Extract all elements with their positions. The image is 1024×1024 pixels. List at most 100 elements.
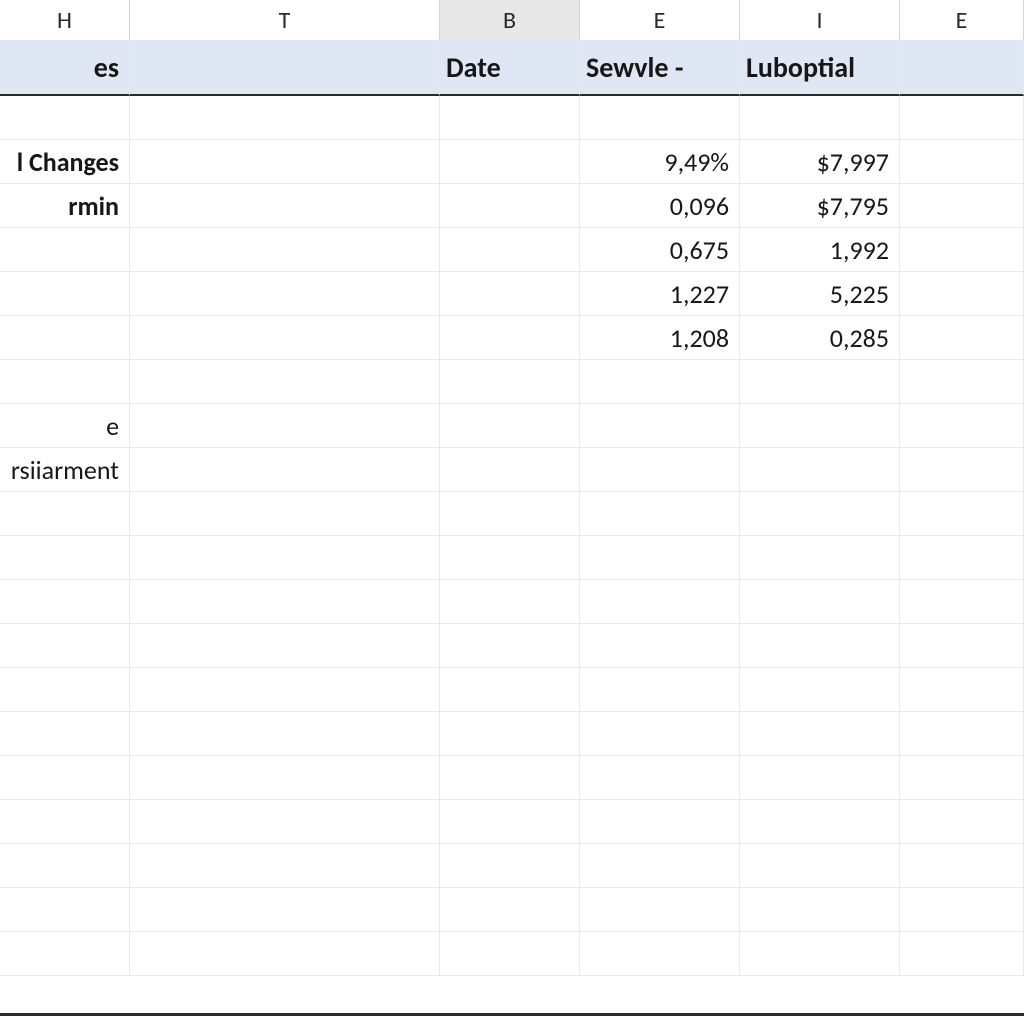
cell[interactable]: 0,096: [580, 184, 740, 228]
cell[interactable]: [0, 712, 130, 756]
cell[interactable]: 0,285: [740, 316, 900, 360]
cell[interactable]: [440, 888, 580, 932]
header-cell-sewvle[interactable]: Sewvle -: [580, 40, 740, 96]
cell[interactable]: [440, 404, 580, 448]
cell[interactable]: [900, 932, 1024, 976]
cell[interactable]: [740, 800, 900, 844]
cell[interactable]: [440, 536, 580, 580]
cell[interactable]: [130, 448, 440, 492]
cell[interactable]: [130, 96, 440, 140]
cell[interactable]: [740, 580, 900, 624]
cell[interactable]: [580, 932, 740, 976]
cell[interactable]: [440, 140, 580, 184]
cell[interactable]: [130, 888, 440, 932]
cell[interactable]: [900, 140, 1024, 184]
cell[interactable]: [580, 580, 740, 624]
cell[interactable]: $7,997: [740, 140, 900, 184]
cell[interactable]: [900, 580, 1024, 624]
cell[interactable]: [580, 492, 740, 536]
cell[interactable]: [580, 888, 740, 932]
cell[interactable]: [580, 756, 740, 800]
cell[interactable]: [580, 800, 740, 844]
cell[interactable]: [900, 360, 1024, 404]
cell[interactable]: [130, 536, 440, 580]
cell[interactable]: [740, 492, 900, 536]
cell[interactable]: [130, 404, 440, 448]
cell[interactable]: [0, 624, 130, 668]
cell[interactable]: $7,795: [740, 184, 900, 228]
cell[interactable]: [740, 712, 900, 756]
cell[interactable]: [440, 448, 580, 492]
cell[interactable]: [440, 580, 580, 624]
cell[interactable]: 5,225: [740, 272, 900, 316]
cell[interactable]: [440, 756, 580, 800]
cell[interactable]: [580, 360, 740, 404]
cell[interactable]: [900, 492, 1024, 536]
cell[interactable]: e: [0, 404, 130, 448]
cell[interactable]: [740, 536, 900, 580]
cell[interactable]: [0, 844, 130, 888]
cell[interactable]: [740, 404, 900, 448]
cell[interactable]: [900, 404, 1024, 448]
cell[interactable]: [580, 404, 740, 448]
cell[interactable]: [900, 448, 1024, 492]
cell[interactable]: [440, 96, 580, 140]
cell[interactable]: [580, 96, 740, 140]
cell[interactable]: [130, 580, 440, 624]
cell[interactable]: [130, 316, 440, 360]
cell[interactable]: [900, 316, 1024, 360]
cell[interactable]: [0, 316, 130, 360]
cell[interactable]: [440, 492, 580, 536]
cell[interactable]: [900, 536, 1024, 580]
cell[interactable]: [440, 624, 580, 668]
cell[interactable]: [0, 228, 130, 272]
cell[interactable]: [900, 756, 1024, 800]
column-header-selected[interactable]: B: [440, 0, 580, 40]
cell[interactable]: [440, 184, 580, 228]
cell[interactable]: [740, 96, 900, 140]
cell[interactable]: [130, 800, 440, 844]
cell[interactable]: [130, 668, 440, 712]
cell[interactable]: [740, 932, 900, 976]
cell[interactable]: [440, 712, 580, 756]
header-cell[interactable]: [900, 40, 1024, 96]
column-header[interactable]: E: [900, 0, 1024, 40]
cell[interactable]: [0, 492, 130, 536]
cell[interactable]: [740, 448, 900, 492]
cell[interactable]: [900, 624, 1024, 668]
cell[interactable]: [440, 800, 580, 844]
cell[interactable]: [740, 756, 900, 800]
cell[interactable]: [130, 932, 440, 976]
cell[interactable]: [130, 492, 440, 536]
column-header[interactable]: H: [0, 0, 130, 40]
cell[interactable]: rmin: [0, 184, 130, 228]
cell[interactable]: [740, 360, 900, 404]
cell[interactable]: [740, 844, 900, 888]
cell[interactable]: [440, 316, 580, 360]
cell[interactable]: [580, 624, 740, 668]
cell[interactable]: [740, 888, 900, 932]
cell[interactable]: [0, 536, 130, 580]
column-header[interactable]: I: [740, 0, 900, 40]
cell[interactable]: [0, 756, 130, 800]
cell[interactable]: [0, 96, 130, 140]
cell[interactable]: [130, 140, 440, 184]
cell[interactable]: [900, 712, 1024, 756]
cell[interactable]: [900, 888, 1024, 932]
cell[interactable]: [440, 844, 580, 888]
cell[interactable]: [0, 932, 130, 976]
cell[interactable]: [900, 228, 1024, 272]
cell[interactable]: [130, 844, 440, 888]
cell[interactable]: 1,208: [580, 316, 740, 360]
cell[interactable]: [0, 272, 130, 316]
cell[interactable]: [900, 96, 1024, 140]
cell[interactable]: [130, 360, 440, 404]
cell[interactable]: [130, 272, 440, 316]
header-cell-luboptial[interactable]: Luboptial: [740, 40, 900, 96]
cell[interactable]: [900, 844, 1024, 888]
column-header[interactable]: E: [580, 0, 740, 40]
cell[interactable]: [130, 712, 440, 756]
cell[interactable]: 1,227: [580, 272, 740, 316]
cell[interactable]: [0, 580, 130, 624]
cell[interactable]: [900, 668, 1024, 712]
